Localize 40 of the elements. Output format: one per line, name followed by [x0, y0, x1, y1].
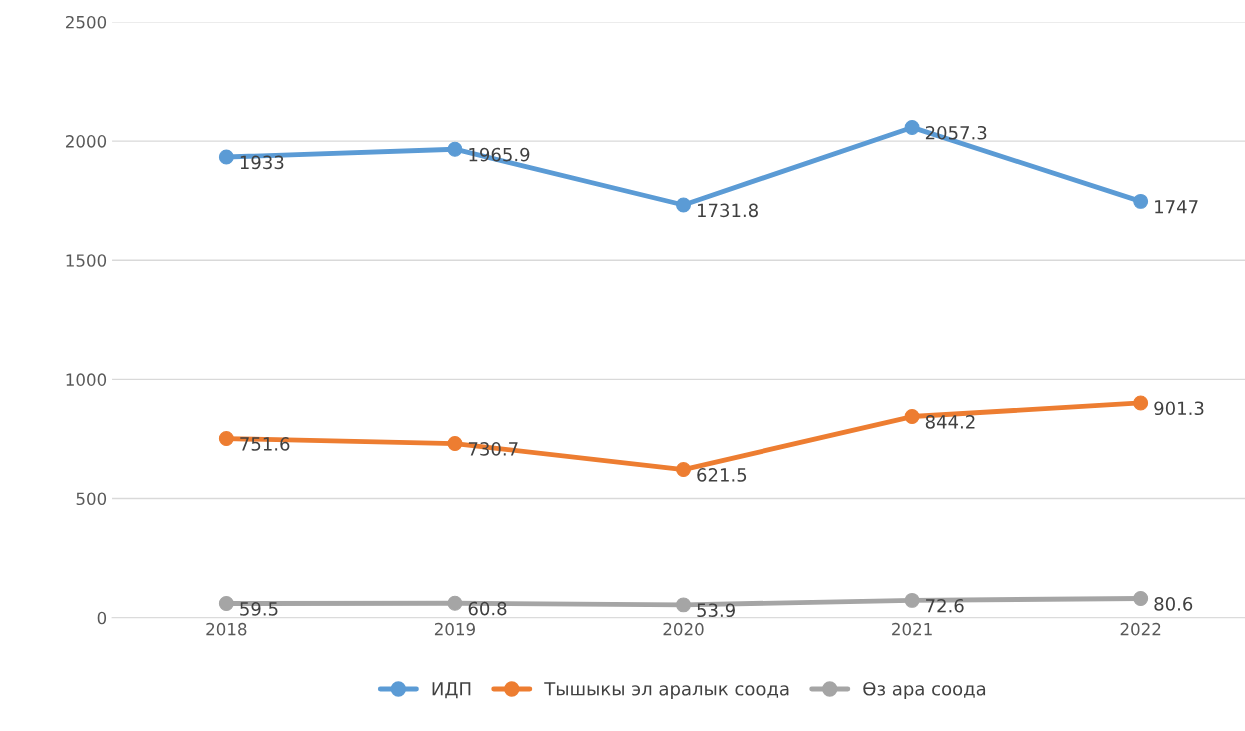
x-tick-label: 2019 — [434, 622, 475, 636]
x-tick-label: 2022 — [1120, 622, 1161, 636]
point — [904, 592, 920, 608]
x-tick-label: 2018 — [206, 622, 247, 636]
data-label: 1731.8 — [697, 203, 758, 218]
point — [447, 436, 463, 452]
legend-label: ИДП — [432, 682, 471, 699]
y-tick-label: 1000 — [66, 373, 107, 386]
x-tick-label: 2020 — [663, 622, 704, 636]
x-tick-label: 2021 — [892, 622, 932, 636]
y-tick-label: 0 — [97, 611, 107, 625]
point — [218, 596, 234, 611]
y-tick-label: 2500 — [65, 15, 107, 29]
point — [447, 141, 463, 157]
point — [1133, 193, 1149, 209]
point — [676, 197, 691, 213]
data-label: 53.9 — [697, 603, 735, 618]
point — [676, 462, 691, 478]
data-label: 72.6 — [926, 598, 964, 613]
point — [676, 597, 691, 613]
data-label: 80.6 — [1154, 597, 1193, 611]
y-tick-label: 500 — [76, 492, 107, 506]
point — [1133, 591, 1149, 606]
data-label: 901.3 — [1154, 401, 1204, 416]
data-label: 1933 — [240, 155, 284, 170]
point — [447, 595, 463, 611]
legend-label: Тышыкы эл аралык соода — [544, 682, 789, 700]
data-label: 844.2 — [925, 415, 975, 429]
data-label: 59.5 — [240, 602, 278, 616]
y-tick-label: 2000 — [65, 135, 107, 148]
y-tick-label: 1500 — [66, 254, 107, 267]
point — [1133, 395, 1149, 411]
point — [218, 431, 234, 447]
data-label: 621.5 — [697, 468, 747, 482]
point — [218, 149, 234, 165]
point — [904, 409, 920, 424]
data-label: 1747 — [1155, 200, 1198, 214]
legend-label: Өз ара соода — [863, 681, 986, 700]
data-label: 60.8 — [468, 601, 507, 616]
point — [904, 119, 920, 135]
